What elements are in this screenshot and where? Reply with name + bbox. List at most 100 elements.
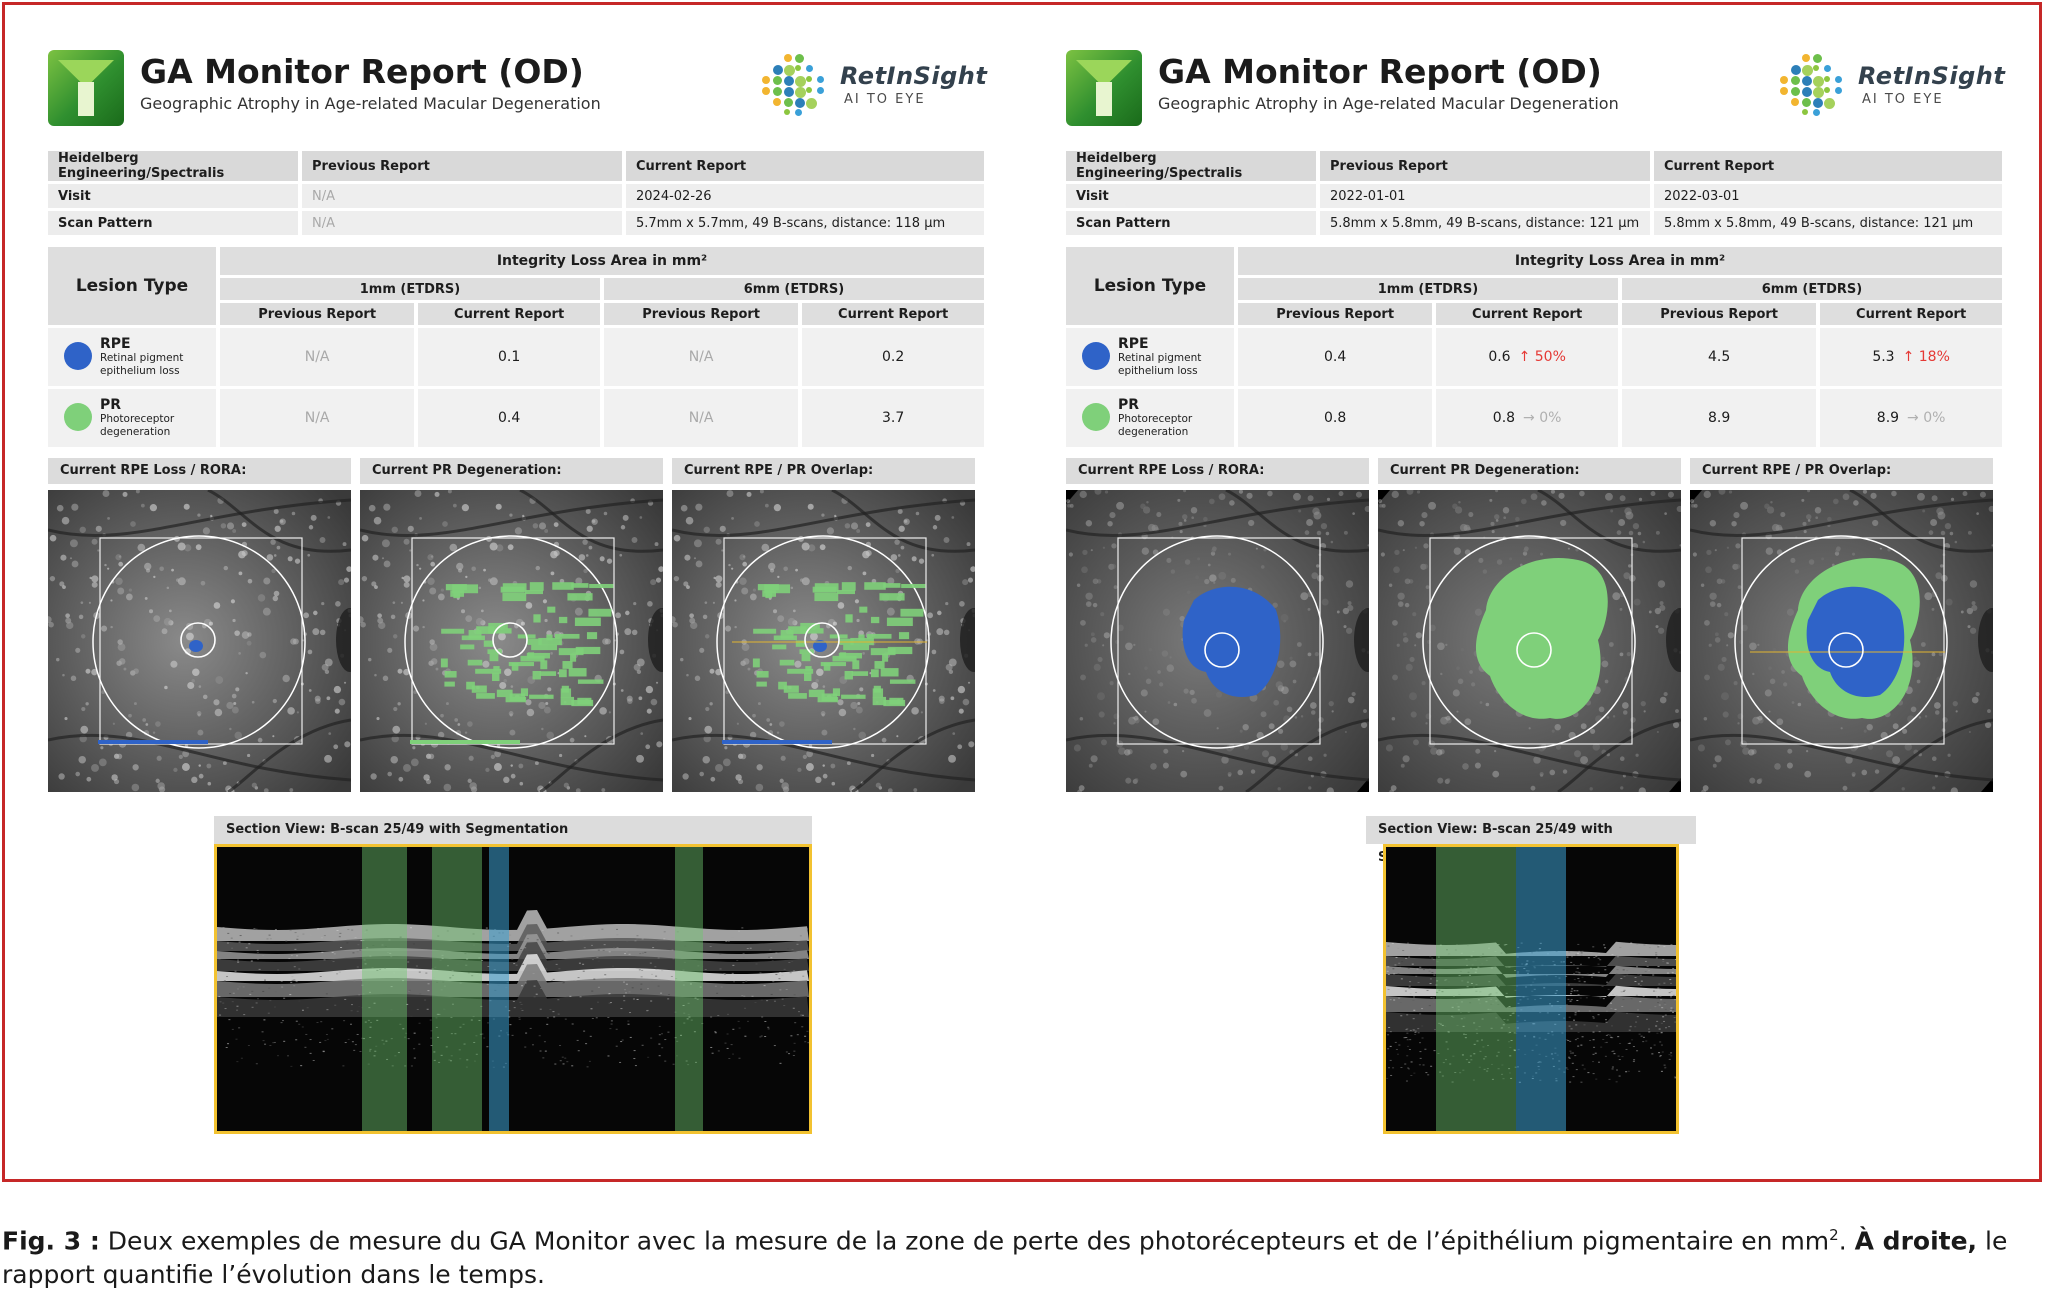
previous-report-header: Previous Report	[1320, 151, 1650, 181]
report-subtitle: Geographic Atrophy in Age-related Macula…	[140, 94, 601, 113]
pr-prev-1mm: 0.8	[1238, 389, 1433, 447]
rpe-delta-6mm: ↑ 18%	[1902, 349, 1950, 365]
rpe-description: Retinal pigment epithelium loss	[100, 352, 184, 377]
fundus-rpe-image	[48, 490, 351, 792]
col-current-1mm: Current Report	[1436, 303, 1618, 325]
rpe-dot-icon	[1082, 342, 1110, 370]
brand-name: RetInSight	[840, 62, 988, 90]
pr-curr-6mm: 3.7	[802, 389, 984, 447]
ga-monitor-logo-icon	[48, 50, 124, 126]
lesion-area-table: Lesion Type Integrity Loss Area in mm² 1…	[44, 244, 988, 450]
pr-degeneration-label: Current PR Degeneration:	[1378, 458, 1681, 484]
pr-description: Photoreceptor degeneration	[100, 413, 175, 438]
pr-dot-icon	[64, 403, 92, 431]
rpe-loss-label: Current RPE Loss / RORA:	[1066, 458, 1369, 484]
zone-6mm-header: 6mm (ETDRS)	[603, 278, 984, 300]
rpe-curr-6mm: 0.2	[802, 328, 984, 386]
rpe-curr-1mm: 0.1	[418, 328, 600, 386]
pr-prev-6mm: N/A	[603, 389, 799, 447]
rpe-prev-6mm: N/A	[603, 328, 799, 386]
device-header: Heidelberg Engineering/Spectralis	[48, 151, 298, 181]
report-title: GA Monitor Report (OD)	[140, 52, 584, 91]
current-report-header: Current Report	[1654, 151, 2002, 181]
brand-tagline: AI TO EYE	[844, 92, 926, 107]
fundus-overlap-image	[672, 490, 975, 792]
pr-curr-6mm: 8.9 → 0%	[1820, 389, 2002, 447]
rpe-curr-6mm-value: 5.3	[1872, 349, 1895, 365]
retinsight-logo-icon	[1772, 46, 1846, 118]
lesion-area-table: Lesion Type Integrity Loss Area in mm² 1…	[1062, 244, 2006, 450]
pr-code: PR	[1118, 397, 1140, 413]
scan-pattern-label: Scan Pattern	[48, 211, 298, 235]
brand-tagline: AI TO EYE	[1862, 92, 1944, 107]
zone-1mm-header: 1mm (ETDRS)	[1238, 278, 1618, 300]
integrity-loss-header: Integrity Loss Area in mm²	[220, 247, 984, 275]
col-current-6mm: Current Report	[1820, 303, 2002, 325]
report-right: GA Monitor Report (OD) Geographic Atroph…	[1066, 40, 2006, 1150]
previous-report-header: Previous Report	[302, 151, 622, 181]
pr-row: PR Photoreceptor degeneration 0.8 0.8 → 0…	[1066, 389, 2002, 447]
lesion-type-header: Lesion Type	[48, 247, 216, 325]
rpe-row: RPE Retinal pigment epithelium loss 0.4 …	[1066, 328, 2002, 386]
rpe-prev-1mm: 0.4	[1238, 328, 1433, 386]
bscan-image	[214, 844, 812, 1134]
pr-delta-1mm: → 0%	[1523, 410, 1562, 426]
col-current-1mm: Current Report	[418, 303, 600, 325]
current-report-header: Current Report	[626, 151, 984, 181]
pr-curr-6mm-value: 3.7	[881, 410, 905, 426]
pr-prev-1mm: N/A	[220, 389, 415, 447]
rpe-prev-1mm: N/A	[220, 328, 415, 386]
pr-row: PR Photoreceptor degeneration N/A 0.4 N/…	[48, 389, 984, 447]
figure-caption: Fig. 3 : Deux exemples de mesure du GA M…	[2, 1218, 2042, 1292]
section-view-label: Section View: B-scan 25/49 with Segmenta…	[1366, 816, 1696, 865]
pr-curr-6mm-value: 8.9	[1876, 410, 1900, 426]
col-previous-6mm: Previous Report	[603, 303, 799, 325]
rpe-lesion-cell: RPE Retinal pigment epithelium loss	[1066, 328, 1234, 386]
visit-label: Visit	[1066, 184, 1316, 208]
pr-prev-6mm: 8.9	[1621, 389, 1817, 447]
rpe-curr-1mm-value: 0.1	[497, 349, 521, 365]
visit-current: 2022-03-01	[1654, 184, 2002, 208]
overlap-label: Current RPE / PR Overlap:	[1690, 458, 1993, 484]
rpe-code: RPE	[1118, 336, 1149, 352]
rpe-row: RPE Retinal pigment epithelium loss N/A …	[48, 328, 984, 386]
section-view-label: Section View: B-scan 25/49 with Segmenta…	[214, 816, 812, 844]
rpe-description: Retinal pigment epithelium loss	[1118, 352, 1202, 377]
rpe-lesion-cell: RPE Retinal pigment epithelium loss	[48, 328, 216, 386]
rpe-prev-6mm: 4.5	[1621, 328, 1817, 386]
visit-previous: N/A	[302, 184, 622, 208]
retinsight-logo-icon	[754, 46, 828, 118]
caption-bold-right: À droite,	[1854, 1226, 1978, 1256]
col-previous-1mm: Previous Report	[220, 303, 415, 325]
scan-info-table: Heidelberg Engineering/Spectralis Previo…	[1062, 148, 2006, 238]
fundus-rpe-image	[1066, 490, 1369, 792]
pr-lesion-cell: PR Photoreceptor degeneration	[48, 389, 216, 447]
caption-superscript: 2	[1829, 1226, 1839, 1244]
pr-description: Photoreceptor degeneration	[1118, 413, 1193, 438]
pr-code: PR	[100, 397, 122, 413]
ga-monitor-logo-icon	[1066, 50, 1142, 126]
pr-curr-1mm-value: 0.8	[1492, 410, 1516, 426]
visit-label: Visit	[48, 184, 298, 208]
rpe-curr-6mm: 5.3 ↑ 18%	[1820, 328, 2002, 386]
brand-name: RetInSight	[1858, 62, 2006, 90]
pr-lesion-cell: PR Photoreceptor degeneration	[1066, 389, 1234, 447]
rpe-curr-1mm-value: 0.6	[1488, 349, 1511, 365]
pr-curr-1mm: 0.8 → 0%	[1436, 389, 1618, 447]
lesion-type-header: Lesion Type	[1066, 247, 1234, 325]
caption-text-1: Deux exemples de mesure du GA Monitor av…	[99, 1226, 1830, 1256]
caption-text-2: .	[1838, 1226, 1855, 1256]
rpe-dot-icon	[64, 342, 92, 370]
scan-info-table: Heidelberg Engineering/Spectralis Previo…	[44, 148, 988, 238]
rpe-loss-label: Current RPE Loss / RORA:	[48, 458, 351, 484]
rpe-code: RPE	[100, 336, 131, 352]
scan-pattern-previous: 5.8mm x 5.8mm, 49 B-scans, distance: 121…	[1320, 211, 1650, 235]
figure-frame	[2, 2, 2042, 1182]
pr-degeneration-label: Current PR Degeneration:	[360, 458, 663, 484]
report-subtitle: Geographic Atrophy in Age-related Macula…	[1158, 94, 1619, 113]
caption-text-3: le rapport quantifie l’évolution dans le…	[2, 1226, 2008, 1290]
fundus-pr-image	[1378, 490, 1681, 792]
col-previous-1mm: Previous Report	[1238, 303, 1433, 325]
pr-curr-1mm-value: 0.4	[497, 410, 521, 426]
pr-delta-6mm: → 0%	[1907, 410, 1946, 426]
